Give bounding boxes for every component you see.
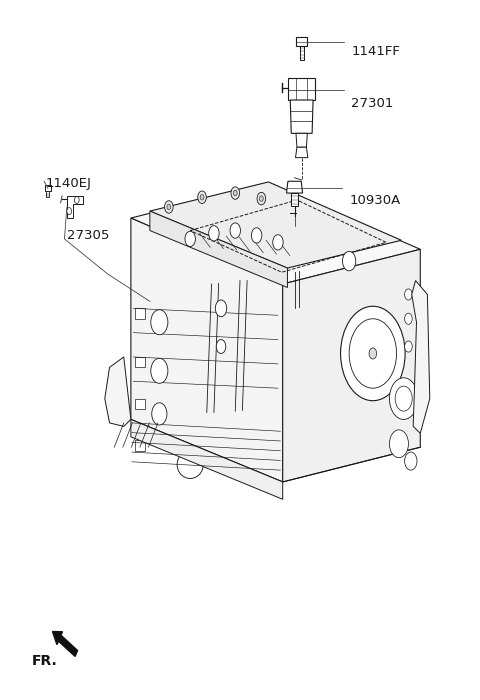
Polygon shape [296, 147, 308, 158]
Polygon shape [296, 133, 307, 147]
Polygon shape [131, 419, 283, 499]
Circle shape [209, 225, 219, 241]
Circle shape [167, 204, 171, 210]
Polygon shape [67, 196, 84, 218]
Circle shape [185, 231, 195, 246]
Bar [135, 398, 145, 409]
Text: 27301: 27301 [351, 97, 394, 110]
Circle shape [389, 378, 418, 419]
Text: 1141FF: 1141FF [351, 45, 400, 58]
Bar [47, 191, 49, 197]
Circle shape [151, 309, 168, 335]
Circle shape [257, 193, 265, 205]
Circle shape [198, 191, 206, 204]
Circle shape [200, 195, 204, 200]
Ellipse shape [177, 451, 203, 479]
FancyArrow shape [52, 631, 78, 657]
Ellipse shape [172, 370, 209, 406]
Polygon shape [296, 38, 307, 46]
Polygon shape [150, 211, 288, 288]
Circle shape [67, 208, 72, 215]
Polygon shape [150, 182, 401, 268]
Circle shape [216, 340, 226, 354]
Ellipse shape [174, 413, 207, 447]
Circle shape [395, 386, 412, 411]
Text: FR.: FR. [32, 654, 58, 668]
Circle shape [74, 197, 79, 204]
Bar [135, 308, 145, 318]
Bar [135, 440, 145, 451]
Circle shape [405, 452, 417, 470]
Circle shape [389, 430, 408, 458]
Ellipse shape [171, 324, 209, 362]
Circle shape [405, 289, 412, 300]
Polygon shape [283, 249, 420, 482]
Bar [300, 46, 303, 60]
Polygon shape [131, 183, 420, 284]
Text: 10930A: 10930A [349, 194, 400, 207]
Polygon shape [105, 357, 131, 426]
Circle shape [405, 313, 412, 324]
Polygon shape [412, 281, 430, 433]
Circle shape [231, 187, 240, 199]
Circle shape [342, 251, 356, 271]
Polygon shape [288, 78, 315, 100]
Circle shape [252, 228, 262, 243]
Circle shape [216, 300, 227, 316]
Circle shape [273, 234, 283, 250]
Polygon shape [287, 181, 302, 193]
Polygon shape [45, 186, 51, 191]
Polygon shape [290, 100, 313, 133]
Text: 27305: 27305 [67, 229, 109, 242]
Bar [291, 193, 298, 206]
Circle shape [369, 348, 377, 359]
Text: 1140EJ: 1140EJ [46, 177, 91, 190]
Circle shape [341, 306, 405, 400]
Circle shape [233, 190, 237, 196]
Circle shape [405, 341, 412, 352]
Circle shape [260, 196, 263, 202]
Polygon shape [131, 218, 283, 482]
Circle shape [230, 223, 240, 238]
Circle shape [151, 358, 168, 384]
Circle shape [152, 402, 167, 425]
Circle shape [165, 201, 173, 214]
Circle shape [349, 318, 396, 388]
Bar [135, 357, 145, 368]
